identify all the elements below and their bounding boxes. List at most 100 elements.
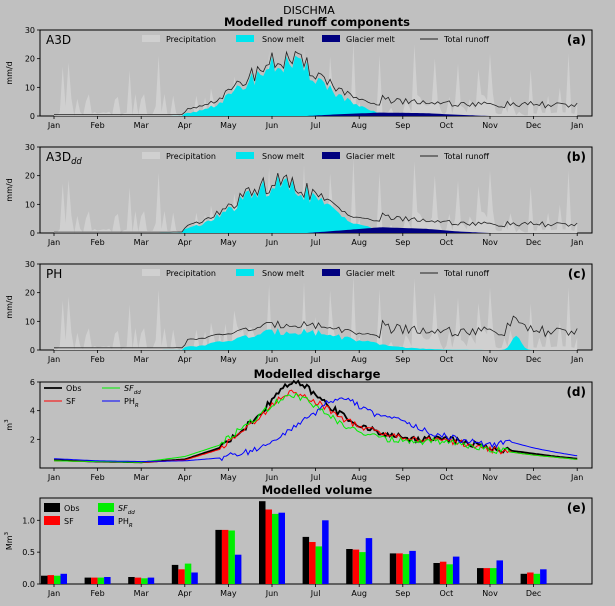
legend-obs-label: Obs bbox=[66, 384, 82, 393]
x-tick-label: Feb bbox=[91, 355, 105, 364]
legend-snow-melt-label: Snow melt bbox=[262, 35, 304, 44]
bar-obs-jan bbox=[41, 575, 48, 584]
y-tick-label: 0 bbox=[30, 346, 35, 355]
bar-sfdd-aug bbox=[359, 552, 366, 584]
glacier-melt-area bbox=[54, 112, 578, 116]
x-tick-label: May bbox=[220, 589, 237, 598]
bar-obs-jul bbox=[302, 536, 310, 584]
bar-obs-feb bbox=[84, 577, 92, 584]
x-tick-label: May bbox=[220, 121, 237, 130]
x-tick-label: Sep bbox=[395, 355, 410, 364]
x-tick-label: Jan bbox=[47, 238, 60, 247]
x-tick-label: Apr bbox=[178, 355, 193, 364]
x-tick-label: Nov bbox=[482, 473, 498, 482]
panel-runoff-a3d: 0 10 20 30 Jan Feb Mar Apr May Jun Jul Aug Sep Oct Nov… bbox=[5, 26, 593, 130]
glacier-melt-area bbox=[54, 227, 578, 233]
panel-runoff-a3d-dd: 0 10 20 30 Jan Feb Mar Apr May Jun Jul Aug Sep Oct Nov… bbox=[5, 143, 593, 247]
x-tick-label: Jun bbox=[265, 473, 279, 482]
y-tick-label: 10 bbox=[25, 200, 35, 209]
site-title: DISCHMA bbox=[283, 4, 335, 17]
legend-sfdd-label: SFdd bbox=[118, 504, 135, 516]
bar-phr-sep bbox=[409, 550, 416, 584]
x-tick-label: Mar bbox=[134, 473, 150, 482]
section-title-runoff: Modelled runoff components bbox=[224, 15, 410, 29]
bar-obs-sep bbox=[389, 553, 397, 584]
x-tick-label: Jul bbox=[310, 355, 321, 364]
x-tick-label: Oct bbox=[439, 473, 453, 482]
x-tick-label: Mar bbox=[134, 238, 150, 247]
x-tick-label: Feb bbox=[91, 589, 105, 598]
bar-phr-jan bbox=[60, 573, 67, 584]
x-tick-label: Jul bbox=[310, 473, 321, 482]
y-tick-label: 30 bbox=[25, 143, 35, 152]
series-line-phr bbox=[53, 397, 578, 463]
panel-volume: Jan Feb Mar Apr May Jun Jul Aug Sep Oct Nov Dec 0.0 0… bbox=[4, 497, 593, 598]
legend-precipitation-label: Precipitation bbox=[166, 35, 216, 44]
x-tick-label: Jun bbox=[265, 238, 279, 247]
y-tick-label: 30 bbox=[25, 26, 35, 35]
x-tick-label: Mar bbox=[134, 355, 150, 364]
x-tick-label: Nov bbox=[482, 355, 498, 364]
x-tick-label: Jun bbox=[265, 589, 279, 598]
y-tick-label: 10 bbox=[25, 83, 35, 92]
bar-phr-jul bbox=[322, 520, 329, 584]
legend-sfdd-label: SFdd bbox=[124, 384, 141, 396]
legend-total-runoff-label: Total runoff bbox=[443, 152, 490, 161]
x-tick-label: Nov bbox=[482, 121, 498, 130]
x-tick-label: Mar bbox=[134, 121, 150, 130]
bar-sf-mar bbox=[134, 577, 142, 584]
bar-obs-jun bbox=[259, 501, 266, 584]
x-tick-label: Apr bbox=[178, 121, 193, 130]
legend-glacier-melt-swatch bbox=[322, 35, 340, 42]
legend-phr-label: PHR bbox=[124, 397, 139, 409]
x-tick-label: Dec bbox=[526, 355, 541, 364]
x-tick-label: Oct bbox=[439, 238, 453, 247]
x-tick-label: Sep bbox=[395, 473, 410, 482]
y-tick-label: 20 bbox=[25, 55, 35, 64]
bar-sf-dec bbox=[527, 572, 534, 584]
x-tick-label: Sep bbox=[395, 238, 410, 247]
panel-tag: (d) bbox=[566, 385, 586, 399]
bar-phr-feb bbox=[104, 577, 111, 584]
legend-precipitation-label: Precipitation bbox=[166, 152, 216, 161]
y-axis-label: m3 bbox=[4, 419, 14, 431]
total-runoff-line bbox=[54, 315, 578, 349]
bar-sf-jan bbox=[47, 575, 54, 584]
y-axis-label: Mm3 bbox=[4, 531, 14, 550]
bar-sfdd-may bbox=[228, 530, 235, 584]
bar-sf-aug bbox=[352, 549, 360, 584]
legend-obs-label: Obs bbox=[64, 504, 80, 513]
y-tick-label: 1.0 bbox=[22, 516, 35, 525]
bar-obs-dec bbox=[520, 573, 528, 584]
x-tick-label: Nov bbox=[482, 238, 498, 247]
bar-phr-mar bbox=[147, 577, 155, 584]
bar-phr-dec bbox=[540, 569, 547, 584]
model-label: A3Ddd bbox=[46, 150, 82, 166]
x-tick-label: Apr bbox=[178, 238, 193, 247]
snow-melt-area bbox=[54, 175, 578, 233]
x-tick-label: Aug bbox=[351, 238, 367, 247]
y-axis-label: mm/d bbox=[5, 178, 14, 201]
snow-melt-area bbox=[54, 328, 578, 350]
legend-phr-swatch bbox=[98, 516, 114, 525]
bar-phr-aug bbox=[365, 538, 373, 584]
legend-obs-swatch bbox=[44, 503, 60, 512]
legend-precipitation-label: Precipitation bbox=[166, 269, 216, 278]
legend-glacier-melt-label: Glacier melt bbox=[346, 269, 395, 278]
y-tick-label: 0 bbox=[30, 229, 35, 238]
bar-sfdd-dec bbox=[533, 573, 541, 584]
bar-obs-apr bbox=[171, 564, 179, 584]
x-tick-label: Dec bbox=[526, 473, 541, 482]
legend-sf-label: SF bbox=[66, 397, 76, 406]
x-tick-label: May bbox=[220, 355, 237, 364]
y-tick-label: 20 bbox=[25, 172, 35, 181]
x-tick-label: Jan bbox=[47, 589, 60, 598]
total-runoff-line bbox=[54, 173, 578, 233]
legend-sf-label: SF bbox=[64, 517, 74, 526]
bar-sf-jun bbox=[265, 509, 272, 584]
bar-sf-oct bbox=[439, 561, 447, 584]
x-tick-label: Feb bbox=[91, 121, 105, 130]
bar-phr-nov bbox=[496, 560, 503, 584]
y-tick-label: 20 bbox=[25, 289, 35, 298]
x-tick-label: Jan bbox=[47, 473, 60, 482]
